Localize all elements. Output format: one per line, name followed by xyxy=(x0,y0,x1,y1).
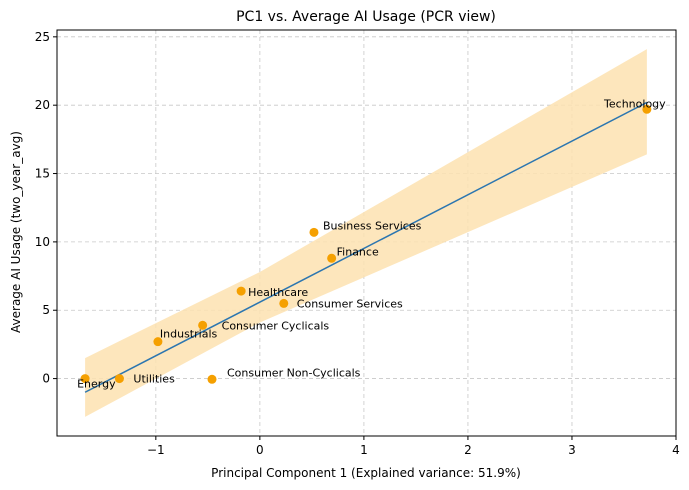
x-axis-title: Principal Component 1 (Explained varianc… xyxy=(211,466,521,480)
chart-title: PC1 vs. Average AI Usage (PCR view) xyxy=(236,9,496,25)
fit-line-group xyxy=(84,101,648,393)
data-point xyxy=(309,227,319,237)
x-tick-label: −1 xyxy=(147,443,165,457)
point-label: Technology xyxy=(603,97,666,110)
x-tick-label: 0 xyxy=(256,443,264,457)
data-point xyxy=(198,320,208,330)
point-label: Industrials xyxy=(160,328,218,341)
y-axis-title: Average AI Usage (two_year_avg) xyxy=(9,131,23,333)
y-tick-label: 5 xyxy=(42,303,50,317)
y-tick-label: 10 xyxy=(35,235,50,249)
confidence-band xyxy=(85,49,647,417)
point-label: Consumer Cyclicals xyxy=(222,319,330,332)
point-label: Consumer Services xyxy=(297,297,403,310)
point-labels-group: Energy Utilities Industrials Consumer Cycli… xyxy=(77,97,666,390)
x-tick-label: 2 xyxy=(464,443,472,457)
x-tick-label: 4 xyxy=(672,443,680,457)
x-tick-label: 3 xyxy=(568,443,576,457)
point-label: Business Services xyxy=(323,219,422,232)
point-label: Finance xyxy=(337,245,379,258)
plot-frame xyxy=(56,29,677,437)
point-label: Energy xyxy=(77,378,116,391)
x-tick-label: 1 xyxy=(360,443,368,457)
fit-line xyxy=(84,101,648,393)
x-axis: −1 0 1 2 3 4 xyxy=(147,436,680,457)
data-point xyxy=(642,104,652,114)
points-group xyxy=(80,104,652,384)
point-label: Consumer Non-Cyclicals xyxy=(227,366,361,379)
point-label: Utilities xyxy=(133,373,175,386)
y-tick-label: 20 xyxy=(35,98,50,112)
y-tick-label: 15 xyxy=(35,167,50,181)
data-point xyxy=(80,374,90,384)
y-axis: 0 5 10 15 20 25 xyxy=(35,30,57,386)
data-point xyxy=(207,374,217,384)
data-point xyxy=(279,298,289,308)
data-point xyxy=(327,253,337,263)
point-label: Healthcare xyxy=(248,286,308,299)
y-tick-label: 0 xyxy=(42,372,50,386)
data-point xyxy=(236,286,246,296)
confidence-band-group xyxy=(85,49,647,417)
data-point xyxy=(153,337,163,347)
y-tick-label: 25 xyxy=(35,30,50,44)
data-point xyxy=(114,374,124,384)
